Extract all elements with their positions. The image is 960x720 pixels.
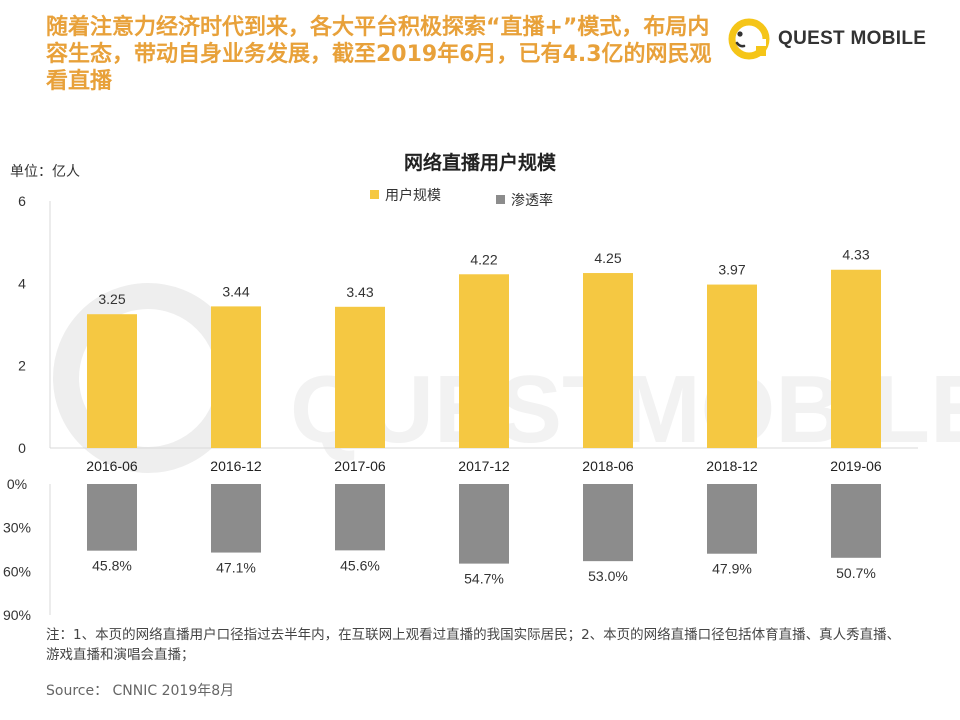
penetration-value-label: 47.1% [216, 560, 256, 576]
unit-label: 单位：亿人 [10, 164, 80, 180]
penetration-value-label: 54.7% [464, 571, 504, 587]
logo-text: QUEST MOBILE [778, 28, 927, 49]
upper-y-tick-label: 2 [18, 358, 26, 374]
headline: 随着注意力经济时代到来，各大平台积极探索“直播+”模式，布局内容生态，带动自身业… [46, 15, 712, 94]
quest-mobile-logo: QUEST MOBILE [726, 16, 936, 62]
penetration-value-label: 47.9% [712, 561, 752, 577]
upper-y-tick-label: 6 [18, 193, 26, 209]
chart-title: 网络直播用户规模 [403, 152, 556, 174]
footnote: 注：1、本页的网络直播用户口径指过去半年内，在互联网上观看过直播的我国实际居民；… [46, 627, 901, 663]
legend-label-penetration: 渗透率 [511, 193, 553, 209]
quest-mobile-logo-icon [728, 18, 770, 60]
legend-swatch-user-scale [370, 189, 379, 199]
user-scale-value-label: 3.25 [98, 291, 125, 307]
lower-y-tick-label: 90% [3, 607, 31, 623]
legend-swatch-penetration [496, 194, 505, 204]
penetration-value-label: 45.6% [340, 557, 380, 573]
legend-item-penetration: 渗透率 [496, 190, 553, 210]
x-category-label: 2017-12 [458, 458, 510, 474]
user-scale-value-label: 3.43 [346, 284, 373, 300]
user-scale-bar [583, 273, 633, 448]
user-scale-bar [335, 306, 385, 448]
penetration-bar [707, 484, 757, 554]
user-scale-value-label: 4.22 [470, 251, 497, 267]
user-scale-bar [707, 284, 757, 448]
x-category-label: 2019-06 [830, 458, 882, 474]
penetration-value-label: 50.7% [836, 565, 876, 581]
user-scale-value-label: 4.33 [842, 247, 869, 263]
legend-item-user-scale: 用户规模 [370, 185, 441, 205]
x-category-label: 2016-06 [86, 458, 138, 474]
x-category-label: 2016-12 [210, 458, 262, 474]
penetration-bar [831, 484, 881, 558]
user-scale-value-label: 4.25 [594, 250, 621, 266]
user-scale-bar [831, 269, 881, 448]
user-scale-bar [459, 274, 509, 448]
penetration-bar [335, 484, 385, 551]
penetration-value-label: 45.8% [92, 558, 132, 574]
user-scale-bar [211, 306, 261, 448]
lower-y-tick-label: 30% [3, 520, 31, 536]
penetration-bar [211, 484, 261, 553]
penetration-bar [583, 484, 633, 562]
legend-label-user-scale: 用户规模 [385, 188, 441, 204]
upper-y-tick-label: 4 [18, 275, 26, 291]
penetration-bar [87, 484, 137, 551]
penetration-bar [459, 484, 509, 564]
penetration-value-label: 53.0% [588, 568, 628, 584]
x-category-label: 2018-06 [582, 458, 634, 474]
x-category-label: 2018-12 [706, 458, 758, 474]
user-scale-value-label: 3.44 [222, 283, 249, 299]
x-category-label: 2017-06 [334, 458, 386, 474]
lower-y-tick-label: 60% [3, 563, 31, 579]
lower-y-tick-label: 0% [7, 476, 27, 492]
user-scale-bar [87, 314, 137, 448]
source: Source： CNNIC 2019年8月 [46, 683, 235, 699]
user-scale-value-label: 3.97 [718, 262, 745, 278]
upper-y-tick-label: 0 [18, 440, 26, 456]
